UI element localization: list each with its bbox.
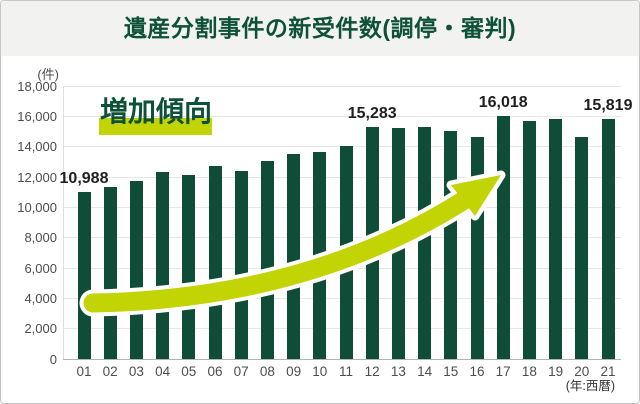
- title-band: 遺産分割事件の新受件数(調停・審判): [1, 1, 639, 56]
- x-tick-label: 03: [128, 364, 144, 379]
- x-tick-label: 14: [417, 364, 433, 379]
- y-tick-label: 2,000: [24, 321, 57, 337]
- bar: [182, 175, 196, 359]
- y-axis-unit-label: (件): [37, 67, 59, 82]
- bar: [575, 136, 589, 359]
- bar: [313, 151, 327, 359]
- x-tick-label: 18: [521, 364, 537, 379]
- bar: [496, 116, 510, 359]
- bar: [208, 166, 222, 359]
- x-tick-label: 04: [155, 364, 171, 379]
- x-axis-unit-label: (年:西暦): [565, 379, 615, 393]
- bar: [522, 121, 536, 359]
- y-tick-label: 14,000: [17, 139, 57, 155]
- trend-annotation-label: 増加傾向: [100, 96, 213, 127]
- bar: [260, 161, 274, 359]
- y-tick-label: 0: [49, 351, 57, 367]
- bar: [156, 171, 170, 359]
- bar: [77, 192, 91, 359]
- x-tick-label: 05: [181, 364, 197, 379]
- y-axis-line: [63, 86, 64, 359]
- bar: [444, 130, 458, 359]
- bar: [601, 119, 615, 359]
- bar: [287, 153, 301, 359]
- bar-value-label: 16,018: [478, 94, 528, 112]
- x-tick-label: 21: [600, 364, 616, 379]
- bar: [103, 186, 117, 359]
- x-tick-label: 13: [390, 364, 406, 379]
- bar: [418, 127, 432, 359]
- x-tick-label: 10: [312, 364, 328, 379]
- x-tick-label: 16: [469, 364, 485, 379]
- x-tick-label: 20: [574, 364, 590, 379]
- y-tick-label: 12,000: [17, 169, 57, 185]
- trend-highlight-marker: [99, 118, 212, 135]
- x-tick-label: 08: [259, 364, 275, 379]
- x-tick-label: 02: [102, 364, 118, 379]
- gridline: [63, 115, 621, 117]
- bar-value-label: 15,283: [347, 105, 397, 123]
- y-tick-label: 4,000: [24, 290, 57, 306]
- x-tick-label: 09: [286, 364, 302, 379]
- bar: [365, 127, 379, 359]
- y-tick-label: 8,000: [24, 230, 57, 246]
- x-tick-label: 06: [207, 364, 223, 379]
- x-tick-label: 01: [76, 364, 92, 379]
- bar: [391, 128, 405, 359]
- x-tick-label: 19: [548, 364, 564, 379]
- bar: [549, 119, 563, 359]
- x-tick-label: 15: [443, 364, 459, 379]
- trend-annotation: 増加傾向: [99, 96, 213, 135]
- bar-value-label: 15,819: [583, 97, 633, 115]
- y-tick-label: 6,000: [24, 260, 57, 276]
- bar-value-label: 10,988: [59, 170, 109, 188]
- x-tick-label: 11: [338, 364, 353, 379]
- x-tick-label: 17: [495, 364, 511, 379]
- y-tick-label: 16,000: [17, 108, 57, 124]
- y-tick-label: 10,000: [17, 199, 57, 215]
- x-tick-label: 07: [233, 364, 249, 379]
- y-tick-label: 18,000: [17, 78, 57, 94]
- x-tick-label: 12: [364, 364, 380, 379]
- page-title: 遺産分割事件の新受件数(調停・審判): [123, 15, 517, 41]
- bar: [339, 145, 353, 359]
- gridline: [63, 85, 621, 87]
- bar: [234, 171, 248, 359]
- bar: [129, 180, 143, 359]
- x-axis-line: [63, 359, 621, 360]
- bar: [470, 136, 484, 359]
